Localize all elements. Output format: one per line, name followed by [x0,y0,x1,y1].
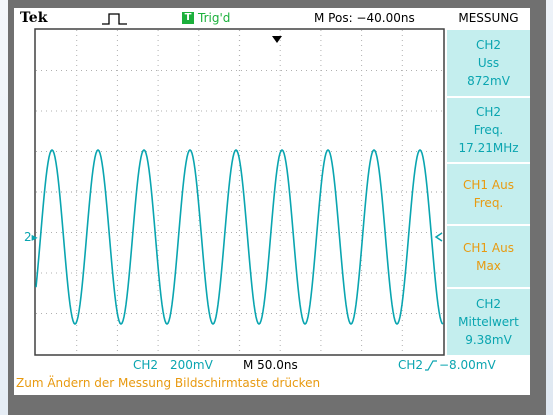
measurement-line: 9.38mV [447,331,530,349]
footer-hint: Zum Ändern der Messung Bildschirmtaste d… [16,376,320,390]
channel-marker: 2▸ [24,230,38,244]
measurement-panel: CH2 Uss 872mV CH2 Freq. 17.21MHz CH1 Aus… [447,30,530,355]
channel-number: 2 [24,230,32,244]
measurement-line: Freq. [447,194,530,212]
measurement-line: Uss [447,54,530,72]
status-timebase: M 50.0ns [243,358,298,372]
measurement-line: CH1 Aus [447,239,530,257]
measurement-line: CH2 [447,103,530,121]
measurement: CH1 Aus Freq. [447,164,530,226]
trigger-level: −8.00mV [439,358,496,372]
measurement: CH2 Mittelwert 9.38mV [447,289,530,355]
measurement-line: Freq. [447,121,530,139]
trigger-channel: CH2 [398,358,423,372]
measurement-line: Mittelwert [447,313,530,331]
measurement-line: CH1 Aus [447,176,530,194]
status-channel: CH2 [133,358,158,372]
measurement-line: Max [447,257,530,275]
status-scale: 200mV [170,358,213,372]
measurement-line: 872mV [447,72,530,90]
measurement: CH1 Aus Max [447,226,530,289]
measurement-line: CH2 [447,295,530,313]
measurement-line: CH2 [447,36,530,54]
scope-screenshot: Tek T Trig'd M Pos: −40.00ns MESSUNG 2▸ … [0,0,553,415]
measurement-line: 17.21MHz [447,139,530,157]
measurement: CH2 Freq. 17.21MHz [447,98,530,164]
slope-icon [424,359,438,371]
measurement: CH2 Uss 872mV [447,30,530,98]
